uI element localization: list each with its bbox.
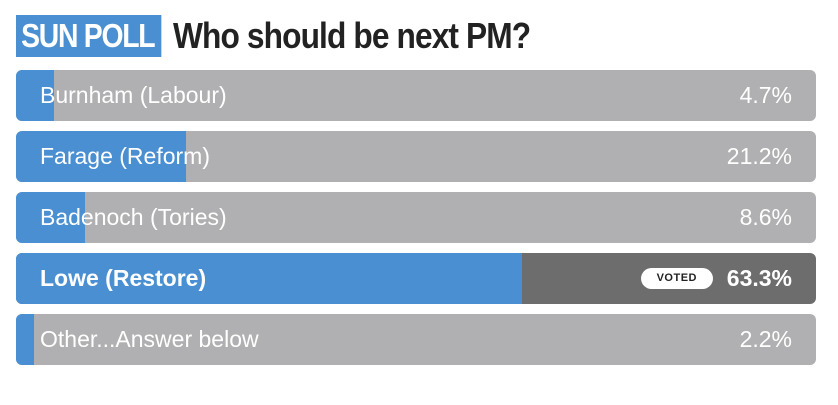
option-label: Other...Answer below — [40, 326, 259, 352]
poll-option-farage[interactable]: Farage (Reform) 21.2% — [16, 131, 816, 182]
option-percentage: 4.7% — [739, 82, 792, 108]
option-percentage: 2.2% — [739, 326, 792, 352]
option-percentage: 63.3% — [726, 265, 792, 291]
voted-badge: VOTED — [640, 268, 713, 289]
poll-option-lowe[interactable]: Lowe (Restore) VOTED 63.3% — [16, 253, 816, 304]
result-bar-fill — [16, 70, 54, 121]
result-bar-fill — [16, 192, 85, 243]
poll-option-burnham[interactable]: Burnham (Labour) 4.7% — [16, 70, 816, 121]
option-percentage: 8.6% — [739, 204, 792, 230]
poll-options: Burnham (Labour) 4.7% Farage (Reform) 21… — [16, 70, 816, 375]
sun-poll-badge: SUN POLL — [16, 15, 162, 57]
option-label: Lowe (Restore) — [40, 265, 207, 291]
option-percentage: 21.2% — [726, 143, 792, 169]
poll-option-other[interactable]: Other...Answer below 2.2% — [16, 314, 816, 365]
option-label: Badenoch (Tories) — [40, 204, 227, 230]
result-bar-fill — [16, 314, 34, 365]
option-label: Farage (Reform) — [40, 143, 210, 169]
poll-question: Who should be next PM? — [172, 15, 531, 56]
option-label: Burnham (Labour) — [40, 82, 227, 108]
poll-header: SUN POLL Who should be next PM? — [16, 14, 579, 58]
result-bar-fill — [16, 131, 186, 182]
result-bar-fill — [16, 253, 523, 304]
poll-option-badenoch[interactable]: Badenoch (Tories) 8.6% — [16, 192, 816, 243]
